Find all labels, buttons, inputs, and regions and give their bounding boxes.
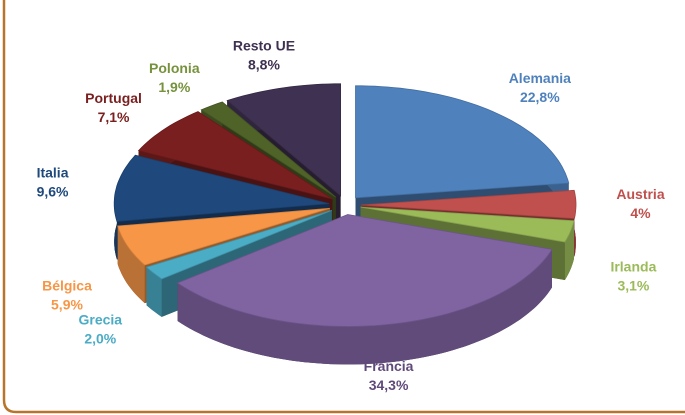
value-label: 8,8% — [248, 56, 280, 72]
category-label: Bélgica — [42, 277, 92, 293]
category-label: Italia — [37, 164, 69, 180]
slice — [113, 154, 330, 222]
slice — [176, 214, 553, 327]
value-label: 1,9% — [158, 79, 190, 95]
category-label: Portugal — [85, 90, 142, 106]
value-label: 9,6% — [37, 183, 69, 199]
value-label: 7,1% — [98, 109, 130, 125]
slice — [360, 189, 577, 219]
value-label: 5,9% — [51, 296, 83, 312]
slice-wall — [177, 249, 552, 365]
slice-wall — [146, 267, 162, 317]
value-label: 3,1% — [617, 277, 649, 293]
slice — [117, 207, 331, 266]
slice — [360, 206, 575, 243]
category-label: Polonia — [149, 60, 200, 76]
category-label: Irlanda — [610, 258, 656, 274]
value-label: 4% — [630, 205, 651, 221]
slice — [200, 101, 337, 198]
category-label: Resto UE — [233, 37, 295, 53]
category-label: Alemania — [509, 70, 571, 86]
slice — [145, 210, 332, 280]
value-label: 2,0% — [84, 331, 116, 347]
category-label: Austria — [616, 186, 664, 202]
slice — [355, 85, 570, 199]
slice — [137, 111, 333, 200]
value-label: 22,8% — [520, 89, 560, 105]
category-label: Francia — [364, 358, 414, 374]
category-label: Grecia — [79, 312, 123, 328]
slice — [226, 83, 341, 197]
value-label: 34,3% — [369, 377, 409, 393]
slice-wall — [564, 220, 574, 280]
slice-wall — [117, 226, 145, 304]
